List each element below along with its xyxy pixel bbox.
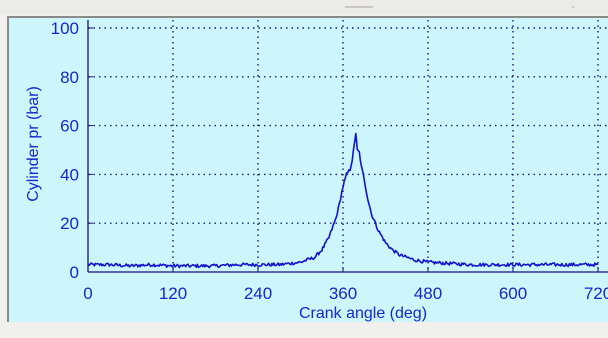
- top-strip-mark: [572, 6, 574, 8]
- window-top-strip: [0, 0, 608, 14]
- x-tick-label: 360: [329, 284, 357, 303]
- x-tick-label: 120: [159, 284, 187, 303]
- window-bottom-strip: [0, 322, 608, 338]
- x-tick-labels: 0 120 240 360 480 600 720: [83, 284, 608, 303]
- y-tick-labels: 0 20 40 60 80 100: [51, 19, 79, 282]
- axes: [87, 20, 608, 273]
- x-tick-label: 0: [83, 284, 92, 303]
- y-tick-label: 20: [60, 214, 79, 233]
- series-layer: [87, 132, 599, 269]
- series-line-0: [87, 132, 599, 269]
- y-tick-label: 40: [60, 165, 79, 184]
- y-tick-label: 100: [51, 19, 79, 38]
- x-tick-label: 240: [244, 284, 272, 303]
- y-tick-label: 80: [60, 68, 79, 87]
- x-axis-label: Crank angle (deg): [299, 305, 427, 322]
- plot-panel: [7, 16, 608, 322]
- grid: [88, 20, 608, 272]
- x-tick-label: 480: [414, 284, 442, 303]
- y-tick-label: 0: [70, 263, 79, 282]
- top-strip-mark: [345, 6, 373, 8]
- y-axis-label: Cylinder pr (bar): [25, 86, 42, 202]
- x-tick-label: 720: [584, 284, 608, 303]
- x-tick-label: 600: [499, 284, 527, 303]
- y-tick-label: 60: [60, 117, 79, 136]
